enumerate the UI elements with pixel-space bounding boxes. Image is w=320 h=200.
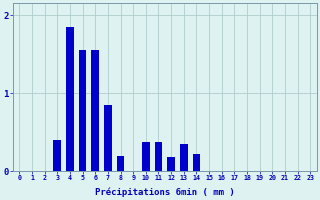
- Bar: [155, 142, 162, 171]
- Bar: [193, 154, 200, 171]
- Bar: [53, 140, 61, 171]
- X-axis label: Précipitations 6min ( mm ): Précipitations 6min ( mm ): [95, 187, 235, 197]
- Bar: [104, 105, 112, 171]
- Bar: [117, 156, 124, 171]
- Bar: [167, 157, 175, 171]
- Bar: [142, 142, 149, 171]
- Bar: [92, 50, 99, 171]
- Bar: [180, 144, 188, 171]
- Bar: [79, 50, 86, 171]
- Bar: [66, 27, 74, 171]
